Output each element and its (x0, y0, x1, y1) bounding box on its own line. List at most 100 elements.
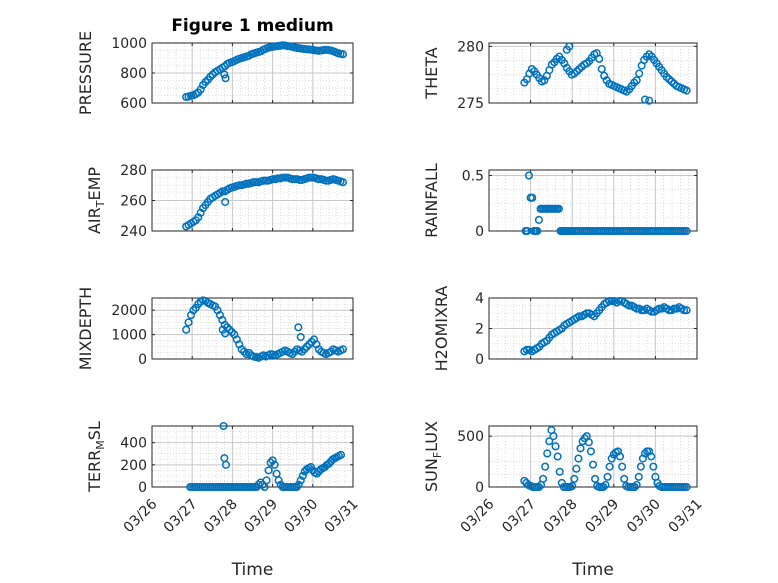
x-axis-label: Time (571, 560, 614, 580)
data-point (524, 171, 533, 180)
data-point (314, 175, 323, 184)
data-point (576, 444, 585, 453)
data-point (680, 306, 689, 315)
y-tick-label: 280 (120, 163, 147, 179)
x-tick-label: 03/27 (161, 496, 201, 536)
x-axis-label: Time (231, 560, 274, 580)
y-tick-label: 600 (120, 96, 147, 112)
data-point (237, 345, 246, 354)
data-point (242, 179, 251, 188)
data-point (520, 476, 529, 485)
data-point (605, 297, 614, 306)
y-tick-label: 2 (475, 322, 484, 338)
x-tick-label: 03/26 (121, 496, 161, 536)
data-point (182, 325, 191, 334)
data-point (338, 50, 348, 59)
y-tick-label: 275 (457, 96, 484, 112)
data-point (270, 460, 279, 469)
data-point (300, 345, 309, 354)
data-point (682, 86, 691, 95)
data-point (570, 474, 579, 483)
data-point (296, 332, 305, 342)
data-point (647, 452, 656, 461)
plot-area (489, 170, 697, 231)
panel-pressure: 600 800 1000 PRESSURE Figure 1 medium (76, 16, 354, 115)
y-tick-label: 0 (475, 352, 484, 368)
data-point (582, 309, 591, 318)
x-tick-label: 03/30 (624, 496, 664, 536)
panel-mixdepth: 0 1000 2000 MIXDEPTH (76, 287, 354, 370)
data-point (634, 472, 643, 481)
y-axis-label: MIXDEPTH (76, 287, 95, 370)
data-point (632, 480, 641, 490)
x-tick-label: 03/28 (541, 496, 581, 536)
y-tick-label: 1000 (111, 36, 147, 52)
x-tick-label: 03/30 (281, 496, 321, 536)
data-point (274, 476, 283, 485)
data-point (645, 96, 654, 105)
y-axis-label: RAINFALL (422, 163, 441, 238)
data-point (625, 301, 634, 310)
data-point (640, 449, 650, 458)
data-point (605, 462, 614, 471)
data-point (580, 434, 589, 443)
data-point (541, 462, 550, 471)
data-point (632, 304, 641, 313)
data-point (268, 456, 277, 465)
data-point (534, 215, 543, 224)
data-point (618, 462, 627, 471)
data-point (534, 482, 543, 492)
axes-box (488, 42, 698, 104)
data-point (572, 464, 581, 473)
data-point (338, 178, 348, 187)
panel-h2omixra: 0 2 4 H2OMIXRA (432, 286, 698, 371)
y-tick-label: 260 (120, 194, 147, 210)
data-point (292, 482, 301, 492)
y-tick-label: 500 (457, 429, 484, 445)
data-point (635, 69, 644, 78)
x-tick-label: 03/28 (201, 496, 241, 536)
data-point (575, 312, 584, 321)
data-point (553, 452, 562, 461)
y-tick-label: 280 (457, 39, 484, 55)
data-point (336, 450, 345, 459)
data-point (549, 432, 558, 441)
data-point (607, 454, 616, 463)
x-tick-label: 03/31 (322, 496, 362, 536)
data-point (264, 466, 273, 475)
data-point (296, 476, 305, 485)
data-point (649, 462, 658, 471)
data-point (597, 64, 606, 74)
data-point (607, 297, 616, 306)
y-tick-label: 240 (120, 224, 147, 240)
data-point (682, 306, 691, 315)
data-point (568, 481, 577, 491)
panel-air-temp: 240 260 280 AIRTEMP (85, 163, 354, 240)
axes-box (488, 425, 698, 488)
data-point (562, 45, 571, 54)
data-point (221, 329, 230, 338)
data-point (219, 421, 228, 431)
data-point (655, 304, 664, 313)
y-axis-label: AIRTEMP (85, 167, 107, 234)
y-tick-label: 0 (475, 224, 484, 240)
y-tick-label: 1000 (111, 328, 147, 344)
y-tick-label: 4 (475, 291, 484, 307)
data-point (322, 176, 331, 185)
panel-terr-msl: 0 200 400 03/26 03/27 03/28 03/29 03/30 03/31 Tim… (85, 421, 361, 580)
data-point (615, 452, 625, 461)
data-point (554, 204, 563, 213)
data-point (682, 226, 691, 236)
data-point (221, 197, 230, 207)
chart-title: Figure 1 medium (171, 16, 333, 36)
y-tick-label: 800 (120, 66, 147, 82)
y-axis-label: SUNFLUX (422, 421, 444, 492)
data-point (220, 320, 229, 329)
data-point (281, 173, 290, 182)
data-point (221, 460, 231, 469)
data-point (636, 462, 645, 471)
data-point (557, 478, 566, 487)
y-tick-label: 0.5 (462, 169, 484, 185)
data-point (294, 480, 303, 489)
data-point (261, 176, 270, 185)
